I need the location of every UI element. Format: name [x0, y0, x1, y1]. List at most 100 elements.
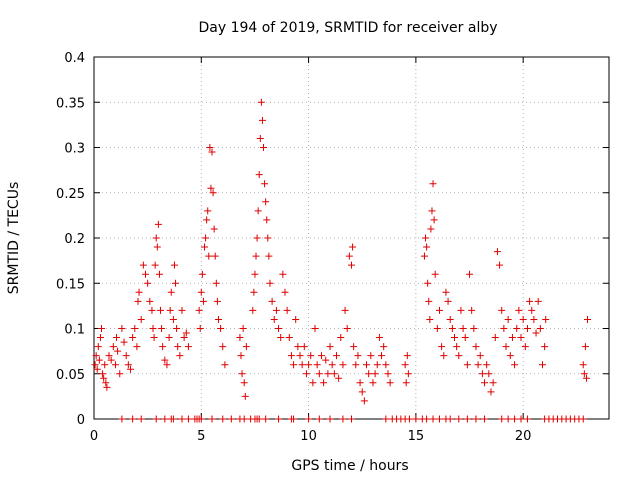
data-point-marker [326, 415, 334, 423]
data-point-marker [170, 261, 178, 269]
x-axis-label: GPS time / hours [291, 458, 408, 474]
data-point-marker [371, 370, 379, 378]
data-point-marker [92, 352, 100, 360]
axis-ticks [93, 56, 609, 420]
data-point-marker [358, 388, 366, 396]
data-point-marker [474, 361, 482, 369]
data-point-marker [442, 288, 450, 296]
data-point-marker [154, 220, 162, 228]
data-point-marker [184, 415, 192, 423]
data-point-marker [528, 306, 536, 314]
data-point-marker [463, 361, 471, 369]
data-point-marker [124, 361, 132, 369]
data-point-marker [99, 370, 107, 378]
data-point-marker [275, 325, 283, 332]
data-point-marker [279, 270, 287, 278]
data-point-marker [470, 325, 478, 332]
data-point-marker [498, 306, 506, 314]
data-point-marker [305, 415, 313, 423]
data-point-marker [425, 297, 433, 305]
data-point-marker [256, 134, 264, 142]
data-point-marker [504, 415, 512, 423]
data-point-marker [152, 415, 160, 423]
data-point-marker [472, 415, 480, 423]
data-point-marker [468, 306, 476, 314]
data-point-marker [101, 361, 109, 369]
data-point-marker [184, 343, 192, 351]
data-point-marker [157, 306, 165, 314]
data-point-marker [107, 356, 115, 364]
data-point-marker [433, 325, 441, 332]
y-tick-label: 0.15 [56, 277, 85, 292]
data-point-marker [451, 334, 458, 342]
y-tick-label: 0.4 [64, 51, 85, 66]
data-point-marker [94, 343, 102, 351]
data-point-marker [255, 415, 263, 423]
data-point-marker [511, 361, 519, 369]
data-point-marker [290, 415, 298, 423]
grid-lines [94, 57, 609, 419]
plot-frame [93, 56, 610, 420]
data-point-marker [322, 356, 330, 364]
data-point-marker [253, 234, 261, 242]
data-point-marker [326, 343, 334, 351]
data-point-marker [349, 243, 357, 251]
data-point-marker [173, 325, 181, 332]
data-point-marker [519, 315, 527, 323]
y-axis-label: SRMTID / TECUs [6, 182, 22, 295]
data-point-marker [457, 306, 465, 314]
data-point-marker [345, 252, 353, 260]
data-point-marker [332, 352, 340, 360]
data-point-marker [478, 370, 486, 378]
y-tick-labels: 0 0.05 0.1 0.15 0.2 0.25 0.3 0.35 0.4 [56, 51, 85, 428]
data-point-marker [401, 361, 409, 369]
data-point-marker [219, 343, 227, 351]
data-point-marker [517, 415, 525, 423]
data-point-marker [534, 297, 542, 305]
data-point-marker [348, 261, 355, 269]
data-point-marker [242, 343, 250, 351]
data-point-marker [176, 352, 184, 360]
data-point-marker [153, 243, 161, 251]
data-point-marker [354, 352, 362, 360]
data-point-marker [144, 279, 152, 287]
data-point-marker [426, 315, 434, 323]
data-point-marker [146, 297, 154, 305]
data-point-marker [498, 415, 506, 423]
data-point-marker [455, 352, 463, 360]
data-point-marker [412, 415, 420, 423]
data-point-marker [363, 361, 371, 369]
data-point-marker [139, 261, 147, 269]
data-point-marker [491, 334, 499, 342]
data-point-marker [137, 315, 145, 323]
data-point-marker [508, 334, 516, 342]
data-point-marker [375, 334, 383, 342]
x-tick-labels: 0 5 10 15 20 [90, 429, 532, 444]
data-point-marker [339, 415, 347, 423]
data-point-marker [158, 325, 166, 332]
data-point-marker [238, 370, 246, 378]
data-point-marker [265, 252, 273, 260]
data-point-marker [227, 415, 235, 423]
data-point-marker [296, 352, 304, 360]
x-tick-label: 5 [197, 429, 205, 444]
data-point-marker [204, 207, 212, 215]
data-point-marker [542, 315, 550, 323]
data-point-marker [315, 370, 323, 378]
data-point-marker [311, 325, 319, 332]
data-point-marker [102, 379, 110, 387]
data-point-marker [428, 207, 436, 215]
data-point-marker [174, 343, 182, 351]
data-point-marker [302, 370, 310, 378]
data-point-marker [517, 334, 525, 342]
data-point-marker [313, 361, 321, 369]
data-point-marker [118, 415, 126, 423]
data-point-marker [348, 415, 355, 423]
data-point-marker [511, 415, 519, 423]
data-point-marker [356, 379, 364, 387]
data-point-marker [493, 248, 501, 256]
data-point-marker [430, 216, 438, 224]
data-point-marker [341, 306, 349, 314]
data-point-marker [195, 306, 203, 314]
